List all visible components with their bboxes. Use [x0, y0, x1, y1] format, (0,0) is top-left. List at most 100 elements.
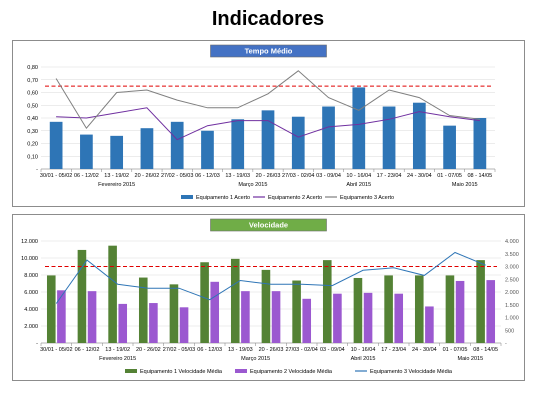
bar	[394, 293, 404, 343]
series-line	[56, 107, 480, 141]
bar	[363, 292, 373, 343]
bar	[169, 284, 179, 343]
y2-tick-label: 500	[505, 328, 514, 334]
x-tick-label: 20 - 26/03	[259, 347, 284, 353]
y-tick-label: 10.000	[21, 256, 38, 262]
x-tick-label: 03 - 09/04	[320, 347, 345, 353]
x-tick-label: 27/02 - 05/03	[163, 347, 195, 353]
y2-tick-label: 3.500	[505, 252, 519, 258]
x-tick-label: 03 - 09/04	[316, 173, 341, 179]
y2-tick-label: 1.500	[505, 303, 519, 309]
legend-label: Equipamento 3 Velocidade Média	[370, 369, 453, 375]
bar	[384, 275, 393, 343]
x-tick-label: 30/01 - 05/02	[40, 347, 72, 353]
series-line	[55, 251, 486, 304]
month-label: Abril 2015	[346, 182, 371, 188]
y-tick-label: 0,60	[27, 91, 38, 97]
page-title: Indicadores	[211, 8, 325, 30]
month-label: Março 2015	[238, 182, 267, 188]
chart-title: Velocidade	[249, 221, 288, 230]
legend-swatch	[235, 369, 247, 373]
bar	[80, 134, 93, 169]
y-tick-label: 8.000	[24, 273, 38, 279]
legend-label: Equipamento 1 Velocidade Média	[140, 369, 223, 375]
bar	[486, 280, 496, 343]
bar	[291, 116, 305, 169]
legend-swatch	[181, 195, 193, 199]
bar	[414, 275, 424, 343]
bar	[353, 277, 363, 343]
x-tick-label: 20 - 26/03	[256, 173, 281, 179]
bar	[230, 258, 240, 343]
y-tick-label: -	[36, 167, 38, 173]
month-label: Fevereiro 2015	[98, 182, 135, 188]
y2-tick-label: 4.000	[505, 239, 519, 245]
y-tick-label: 6.000	[24, 290, 38, 296]
y2-tick-label: 2.500	[505, 277, 519, 283]
x-tick-label: 27/03 - 02/04	[285, 347, 317, 353]
chart-title-box	[210, 44, 327, 58]
y2-tick-label: 1.000	[505, 316, 519, 322]
bar	[445, 275, 455, 343]
bar	[57, 290, 66, 343]
bar	[77, 249, 87, 343]
x-tick-label: 27/03 - 02/04	[282, 173, 314, 179]
y-tick-label: -	[36, 341, 38, 347]
bar	[292, 280, 301, 343]
bar	[179, 307, 189, 343]
bar	[87, 291, 97, 343]
bar	[443, 125, 456, 169]
y2-tick-label: 3.000	[505, 265, 519, 271]
x-tick-label: 13 - 19/03	[228, 347, 253, 353]
bar	[271, 291, 281, 343]
x-tick-label: 06 - 12/02	[75, 347, 100, 353]
bar	[455, 280, 465, 343]
bar	[170, 121, 184, 169]
x-tick-label: 24 - 30/04	[407, 173, 432, 179]
bar	[49, 121, 63, 169]
bar	[473, 118, 487, 169]
bar	[261, 110, 275, 169]
x-tick-label: 06 - 12/03	[195, 173, 220, 179]
bar	[200, 262, 209, 343]
bar	[201, 130, 214, 169]
month-label: Maio 2015	[457, 356, 483, 362]
chart-tempo-medio-svg: Tempo Médio - 0,10 0,20 0,30 0,40 0,50 0,60 0,70…	[27, 44, 496, 201]
chart-velocidade-svg: Velocidade - 2.000 4.000 6.000 8.000 10.000 12.…	[21, 218, 519, 375]
x-tick-label: 06 - 12/03	[197, 347, 222, 353]
x-tick-label: 01 - 07/05	[443, 347, 468, 353]
bar	[382, 106, 396, 169]
y2-tick-label: -	[505, 341, 507, 347]
bar	[476, 260, 485, 343]
chart-title: Tempo Médio	[245, 47, 293, 56]
x-tick-label: 20 - 26/02	[135, 173, 160, 179]
x-tick-label: 08 - 14/05	[467, 173, 492, 179]
x-tick-label: 13 - 19/02	[105, 347, 130, 353]
y-tick-label: 0,30	[27, 129, 38, 135]
x-tick-label: 10 - 16/04	[351, 347, 376, 353]
month-label: Abril 2015	[351, 356, 376, 362]
x-tick-label: 20 - 26/02	[136, 347, 161, 353]
y-tick-label: 2.000	[24, 324, 38, 330]
month-label: Fevereiro 2015	[99, 356, 136, 362]
x-tick-label: 24 - 30/04	[412, 347, 437, 353]
bar	[46, 275, 56, 343]
y-tick-label: 0,50	[27, 103, 38, 109]
legend-label: Equipamento 2 Velocidade Média	[250, 369, 333, 375]
chart-title-box	[210, 218, 327, 232]
chart-velocidade: Velocidade - 2.000 4.000 6.000 8.000 10.000 12.…	[12, 214, 525, 381]
bar	[322, 106, 335, 169]
bar	[412, 102, 426, 169]
y-tick-label: 4.000	[24, 307, 38, 313]
y2-tick-label: 2.000	[505, 290, 519, 296]
legend-swatch	[125, 369, 137, 373]
bar	[231, 119, 245, 169]
series-line	[55, 70, 480, 130]
legend-label: Equipamento 3 Acerto	[340, 195, 394, 201]
chart-tempo-medio: Tempo Médio - 0,10 0,20 0,30 0,40 0,50 0,60 0,70…	[12, 40, 525, 207]
bar	[302, 298, 312, 343]
bar	[261, 269, 271, 343]
y-tick-label: 0,10	[27, 154, 38, 160]
bar	[241, 291, 250, 343]
x-tick-label: 13 - 19/03	[225, 173, 250, 179]
